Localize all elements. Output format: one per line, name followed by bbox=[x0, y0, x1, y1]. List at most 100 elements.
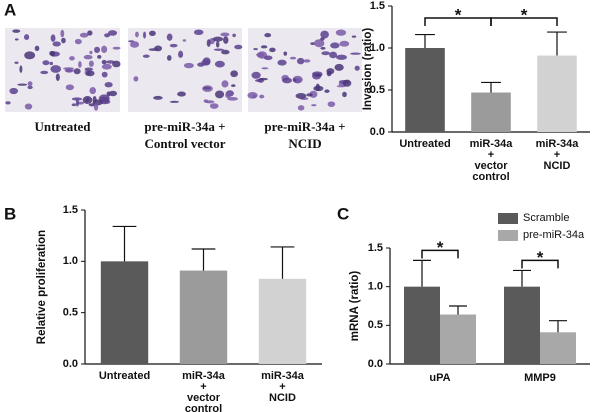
bar bbox=[100, 261, 149, 364]
cell bbox=[24, 103, 33, 110]
cell bbox=[221, 49, 230, 55]
cell bbox=[251, 71, 261, 79]
x-tick-label: uPA bbox=[429, 372, 450, 384]
cell bbox=[51, 54, 55, 57]
error-bar bbox=[415, 33, 435, 48]
cell bbox=[153, 95, 163, 100]
y-tick-label: 0.5 bbox=[63, 307, 78, 319]
cell bbox=[142, 54, 150, 58]
cell bbox=[260, 45, 268, 49]
cell bbox=[42, 60, 50, 66]
cell bbox=[232, 33, 236, 38]
cell bbox=[60, 29, 65, 38]
cell bbox=[112, 46, 121, 50]
cell bbox=[73, 68, 81, 75]
bar bbox=[471, 92, 511, 132]
cell bbox=[264, 33, 272, 38]
cell bbox=[204, 100, 215, 104]
bar bbox=[405, 48, 445, 132]
cell bbox=[19, 65, 23, 73]
cell bbox=[349, 52, 361, 55]
cell bbox=[9, 87, 19, 95]
significance-bracket bbox=[490, 17, 558, 27]
cell bbox=[24, 51, 36, 60]
error-bar bbox=[413, 259, 431, 287]
error-bar bbox=[112, 225, 137, 262]
cell bbox=[83, 54, 93, 60]
cell bbox=[335, 29, 347, 36]
y-tick-label: 0.5 bbox=[368, 319, 383, 331]
cell bbox=[306, 93, 313, 97]
cell bbox=[269, 47, 276, 53]
panel-letter: C bbox=[337, 204, 349, 223]
significance-label: * bbox=[521, 6, 528, 25]
cell bbox=[324, 89, 330, 93]
cell bbox=[339, 40, 350, 47]
cell bbox=[295, 92, 307, 99]
error-bar bbox=[549, 320, 567, 333]
cell bbox=[313, 39, 325, 48]
bar bbox=[537, 55, 577, 133]
cell bbox=[87, 30, 93, 36]
cell bbox=[315, 83, 320, 91]
bar bbox=[440, 314, 476, 364]
cell bbox=[214, 90, 225, 99]
cell bbox=[5, 101, 11, 105]
cell bbox=[342, 91, 347, 98]
cell bbox=[71, 97, 83, 101]
error-bar bbox=[191, 248, 216, 271]
cell bbox=[92, 99, 103, 106]
cell bbox=[223, 36, 229, 44]
cell bbox=[197, 62, 205, 67]
cell bbox=[221, 80, 229, 88]
cell bbox=[89, 50, 93, 55]
cell bbox=[297, 105, 305, 111]
legend-swatch bbox=[498, 230, 518, 241]
cell bbox=[12, 29, 21, 33]
y-axis-label: mRNA (ratio) bbox=[349, 271, 361, 342]
cell bbox=[101, 71, 108, 78]
cell bbox=[329, 51, 338, 59]
cell bbox=[202, 57, 211, 66]
bar bbox=[504, 286, 540, 364]
cell bbox=[27, 81, 33, 87]
cell bbox=[326, 68, 335, 75]
cell bbox=[149, 30, 156, 37]
y-tick-label: 1.0 bbox=[368, 281, 383, 293]
cell bbox=[292, 78, 297, 82]
y-axis-label: Relative proliferation bbox=[36, 230, 48, 344]
cell bbox=[258, 77, 268, 81]
cell bbox=[101, 45, 108, 54]
cell bbox=[34, 45, 40, 52]
panel-letter: B bbox=[4, 204, 16, 223]
error-bar bbox=[513, 269, 531, 287]
x-tick-label: miR-34a + NCID bbox=[261, 370, 305, 404]
cell bbox=[69, 56, 75, 61]
cell bbox=[79, 32, 89, 38]
cell bbox=[330, 42, 340, 49]
significance-label: * bbox=[455, 6, 462, 25]
y-tick-label: 1.5 bbox=[370, 0, 385, 12]
cell bbox=[282, 77, 293, 84]
cell bbox=[254, 79, 262, 82]
cell bbox=[215, 41, 220, 48]
y-tick-label: 0.0 bbox=[368, 358, 383, 370]
cell bbox=[351, 35, 357, 38]
cell bbox=[40, 70, 49, 75]
y-tick-label: 1.0 bbox=[370, 42, 385, 54]
x-tick-label: Untreated bbox=[99, 370, 150, 382]
cell bbox=[253, 48, 258, 51]
cell bbox=[104, 81, 113, 88]
cell bbox=[14, 61, 19, 64]
cell bbox=[166, 54, 172, 61]
error-bar bbox=[270, 246, 295, 279]
cell bbox=[93, 103, 99, 111]
bar bbox=[258, 278, 307, 364]
cell bbox=[225, 92, 231, 99]
x-tick-label: miR-34a + vector control bbox=[470, 138, 514, 183]
cell bbox=[277, 59, 287, 66]
cell bbox=[320, 46, 326, 50]
cell bbox=[227, 97, 238, 101]
cell bbox=[71, 103, 77, 107]
cell bbox=[303, 59, 311, 63]
